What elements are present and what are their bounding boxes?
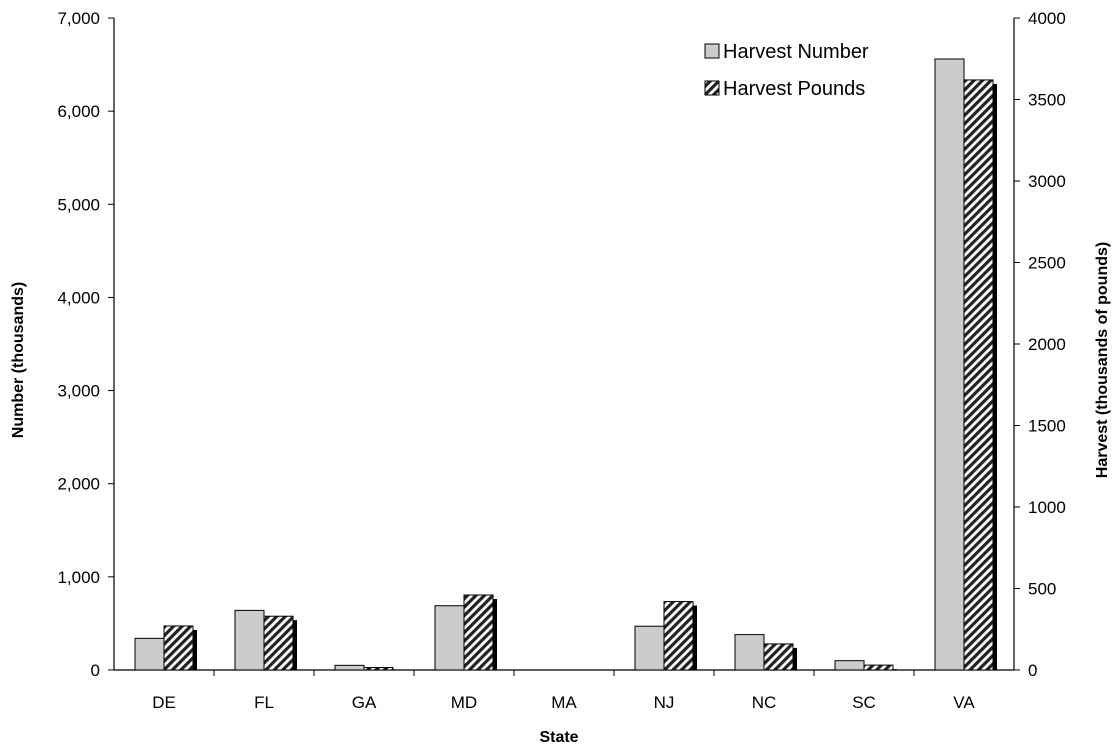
right-tick-label: 0	[1028, 661, 1037, 680]
bar-harvest-pounds	[763, 643, 794, 671]
right-tick-label: 2500	[1028, 254, 1066, 273]
bar-harvest-number	[834, 660, 865, 671]
right-tick-label: 3500	[1028, 91, 1066, 110]
legend-label-harvest-number: Harvest Number	[723, 41, 869, 63]
category-labels: DE FL GA MD MA NJ NC SC VA	[152, 693, 975, 712]
bar-harvest-number	[734, 634, 765, 671]
x-tick-label: MA	[551, 693, 577, 712]
x-tick-label: GA	[352, 693, 377, 712]
bars	[134, 58, 997, 671]
bar-harvest-pounds	[363, 667, 394, 671]
x-tick-label: VA	[953, 693, 975, 712]
x-tick-label: NJ	[654, 693, 675, 712]
right-axis-ticks: 0 500 1000 1500 2000 2500 3000 3500 4000	[1014, 9, 1066, 680]
left-tick-label: 2,000	[57, 475, 100, 494]
x-tick-label: DE	[152, 693, 176, 712]
left-tick-label: 1,000	[57, 568, 100, 587]
left-tick-label: 4,000	[57, 288, 100, 307]
bar-harvest-pounds	[463, 594, 494, 671]
right-tick-label: 1000	[1028, 498, 1066, 517]
left-tick-label: 7,000	[57, 9, 100, 28]
bar-harvest-pounds	[963, 79, 994, 671]
legend-swatch-harvest-number	[704, 43, 720, 59]
bar-harvest-pounds	[263, 615, 294, 671]
axes	[113, 18, 1015, 676]
bar-harvest-pounds	[663, 601, 694, 671]
legend-swatch-harvest-pounds	[704, 80, 720, 96]
bar-harvest-pounds	[863, 664, 894, 671]
bar-harvest-number	[934, 58, 965, 671]
bar-harvest-number	[234, 609, 265, 671]
x-tick-label: SC	[852, 693, 876, 712]
y2-axis-title: Harvest (thousands of pounds)	[1094, 242, 1111, 478]
right-tick-label: 2000	[1028, 335, 1066, 354]
left-tick-label: 3,000	[57, 382, 100, 401]
x-axis-title: State	[539, 729, 578, 746]
x-tick-label: FL	[254, 693, 274, 712]
bar-harvest-number	[634, 625, 665, 671]
bar-harvest-number	[334, 664, 365, 671]
bar-harvest-number	[134, 637, 165, 671]
right-tick-label: 500	[1028, 580, 1056, 599]
legend-label-harvest-pounds: Harvest Pounds	[723, 78, 865, 100]
x-tick-label: MD	[451, 693, 477, 712]
bar-harvest-number	[434, 605, 465, 671]
bar-harvest-pounds	[163, 625, 194, 671]
left-axis-ticks: 0 1,000 2,000 3,000 4,000 5,000 6,000 7,000	[57, 9, 114, 680]
right-tick-label: 4000	[1028, 9, 1066, 28]
right-tick-label: 1500	[1028, 417, 1066, 436]
left-tick-label: 0	[91, 661, 100, 680]
left-tick-label: 5,000	[57, 195, 100, 214]
y-axis-title: Number (thousands)	[10, 282, 27, 438]
right-tick-label: 3000	[1028, 172, 1066, 191]
x-tick-label: NC	[752, 693, 777, 712]
left-tick-label: 6,000	[57, 102, 100, 121]
legend: Harvest Number Harvest Pounds	[704, 41, 869, 100]
